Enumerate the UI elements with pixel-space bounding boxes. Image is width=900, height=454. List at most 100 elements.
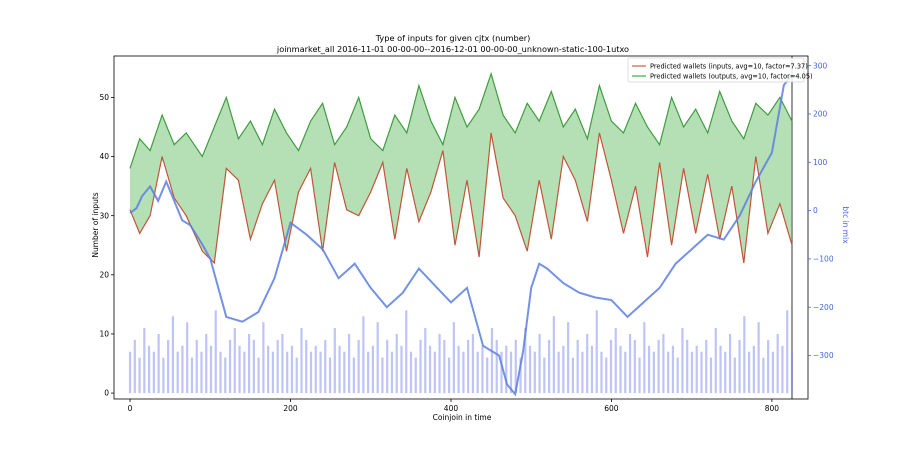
volume-bar	[143, 328, 146, 394]
volume-bar	[590, 345, 594, 394]
volume-bar	[395, 333, 398, 394]
volume-bar	[414, 357, 417, 394]
y-tick-label: 10	[99, 330, 109, 339]
y2-axis-label: btc in mix	[841, 206, 850, 244]
volume-bar	[257, 357, 260, 394]
volume-bar	[652, 351, 655, 394]
volume-bar	[381, 357, 384, 394]
legend-label: Predicted wallets (inputs, avg=10, facto…	[650, 63, 808, 71]
volume-bar	[667, 351, 670, 394]
y2-tick-label: −200	[813, 303, 834, 312]
volume-bar	[238, 345, 241, 394]
volume-bar	[390, 351, 394, 394]
volume-bar	[719, 345, 722, 394]
volume-bar	[267, 345, 270, 394]
outputs-line	[129, 71, 793, 169]
y-axis-label: Number of inputs	[91, 192, 100, 257]
volume-bar	[333, 328, 336, 394]
volume-bar	[243, 351, 246, 394]
volume-bar	[467, 339, 470, 394]
volume-bar	[319, 351, 322, 394]
volume-bar	[519, 357, 522, 394]
volume-bar	[176, 351, 179, 394]
volume-bar	[152, 351, 155, 394]
volume-bar	[509, 351, 513, 394]
volume-bar	[609, 339, 613, 394]
volume-bar	[700, 351, 703, 394]
volume-bar	[338, 345, 341, 394]
volume-bar	[247, 333, 251, 394]
volume-bar	[628, 333, 632, 394]
x-tick-label: 0	[128, 404, 133, 413]
volume-bar	[214, 310, 217, 394]
volume-bar	[486, 357, 489, 394]
y2-tick-label: 300	[813, 61, 828, 70]
volume-bar	[209, 345, 213, 394]
volume-bar	[352, 357, 355, 394]
volume-bar	[419, 339, 422, 394]
volume-bar	[443, 339, 446, 394]
legend-label: Predicted wallets (outputs, avg=10, fact…	[650, 73, 813, 81]
volume-bar	[662, 333, 665, 394]
volume-bar	[757, 322, 760, 394]
volume-bar	[433, 351, 436, 394]
volume-bar	[714, 328, 717, 394]
volume-bar	[786, 310, 789, 394]
volume-bar	[367, 351, 370, 394]
btc-in-mix-line	[129, 74, 793, 397]
volume-bar	[743, 316, 746, 394]
volume-bar	[533, 351, 536, 394]
volume-bar	[600, 351, 603, 394]
volume-bar	[776, 333, 779, 394]
volume-bar	[281, 333, 284, 394]
inputs-outputs-fill	[130, 73, 792, 263]
volume-bar	[595, 310, 598, 394]
volume-bar	[228, 339, 232, 394]
volume-bar	[705, 339, 708, 394]
volume-bar	[295, 357, 298, 394]
volume-bar	[638, 357, 641, 394]
volume-bar	[552, 316, 555, 394]
volume-bar	[233, 328, 236, 394]
volume-bars	[128, 310, 794, 394]
y-tick-label: 0	[104, 389, 109, 398]
volume-bar	[457, 345, 460, 394]
volume-bar	[181, 345, 184, 394]
x-tick-label: 400	[444, 404, 459, 413]
volume-bar	[314, 345, 317, 394]
y2-tick-label: 0	[813, 206, 818, 215]
volume-bar	[147, 345, 151, 394]
volume-bar	[633, 339, 636, 394]
y2-tick-label: −300	[813, 351, 834, 360]
volume-bar	[300, 328, 303, 394]
volume-bar	[505, 345, 508, 394]
volume-bar	[405, 310, 408, 394]
volume-bar	[224, 357, 227, 394]
volume-bar	[619, 345, 622, 394]
volume-bar	[133, 339, 136, 394]
volume-bar	[271, 351, 275, 394]
x-tick-label: 200	[283, 404, 298, 413]
legend-box	[627, 57, 805, 83]
volume-bar	[438, 333, 441, 394]
volume-bar	[276, 339, 279, 394]
volume-bar	[671, 345, 675, 394]
volume-bar	[781, 345, 784, 394]
volume-bar	[495, 339, 498, 394]
volume-bar	[771, 351, 775, 394]
volume-bar	[676, 357, 679, 394]
inputs-line	[129, 132, 793, 265]
y-tick-label: 20	[99, 270, 109, 279]
volume-bar	[167, 339, 170, 394]
volume-bar	[362, 316, 365, 394]
volume-bar	[581, 351, 584, 394]
volume-bar	[528, 345, 532, 394]
volume-bar	[790, 351, 794, 394]
x-tick-label: 600	[604, 404, 619, 413]
x-tick-label: 800	[765, 404, 780, 413]
volume-bar	[571, 357, 575, 394]
volume-bar	[200, 351, 203, 394]
y-tick-label: 30	[99, 211, 109, 220]
y2-tick-label: −100	[813, 255, 834, 264]
